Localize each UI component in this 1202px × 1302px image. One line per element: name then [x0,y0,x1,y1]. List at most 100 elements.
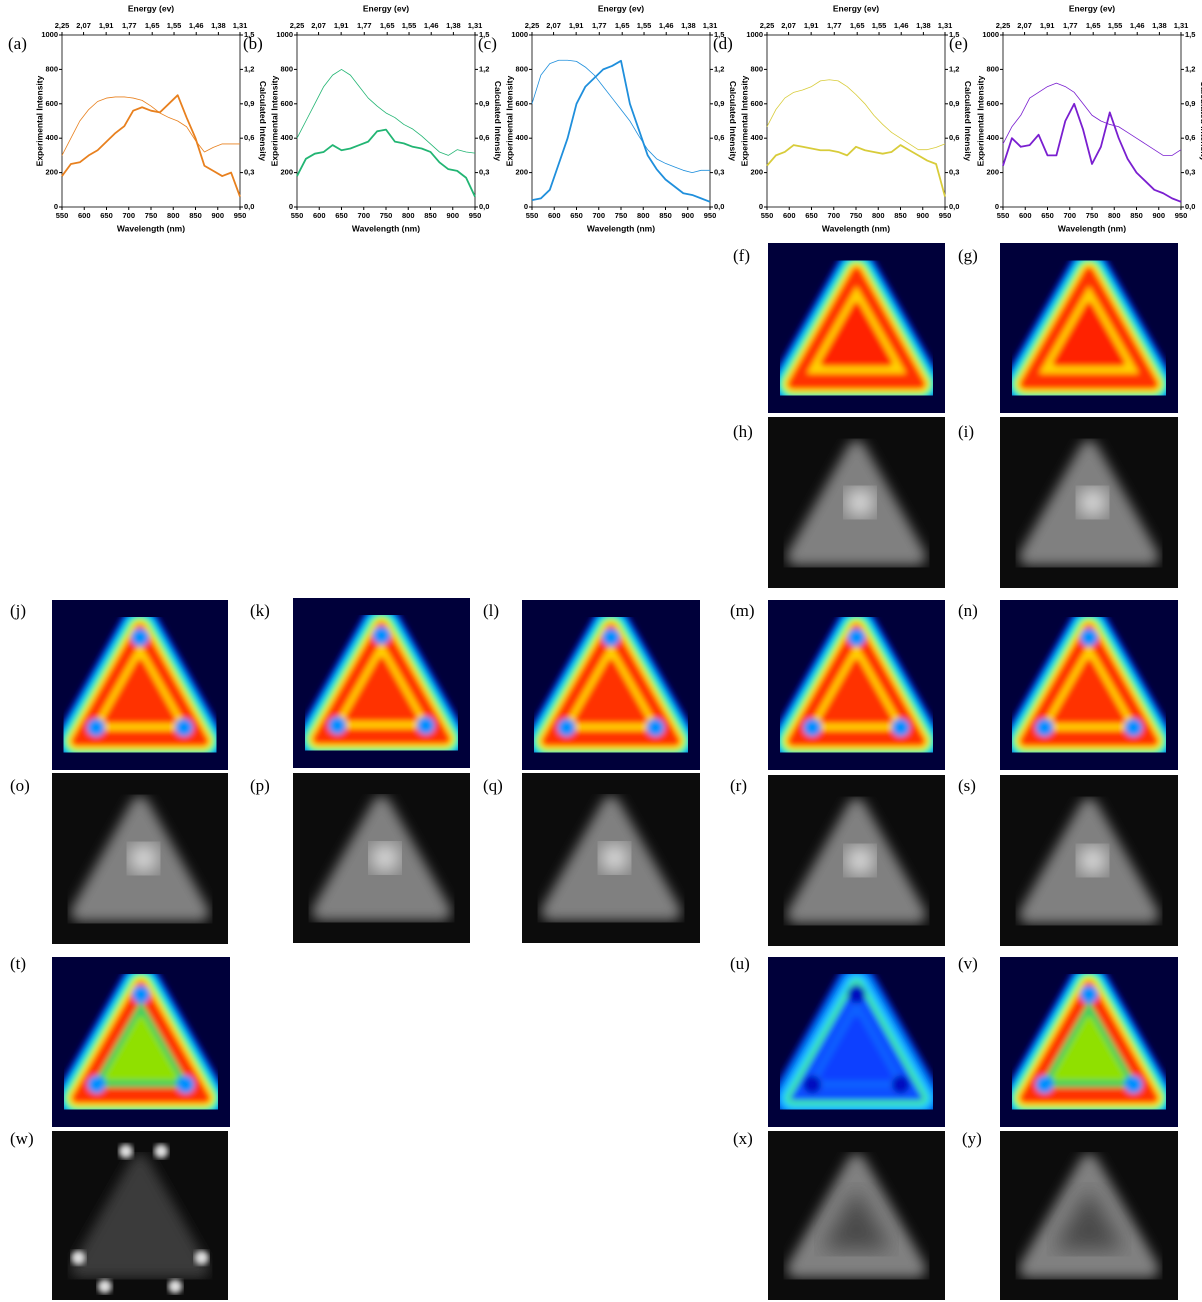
hot-spot [154,1144,169,1159]
image-panel [293,598,470,768]
image-panel [1000,957,1178,1127]
x-tick-label: 750 [850,211,863,220]
y2-tick-label: 1,5 [244,30,254,39]
x2-axis-title: Energy (ev) [128,3,174,13]
panel-label: (o) [10,776,30,795]
calculated-line [296,69,476,156]
plot-frame [61,34,241,208]
x-axis-title: Wavelength (nm) [117,223,185,233]
x2-tick-label: 1,65 [145,21,160,30]
x2-tick-label: 1,46 [189,21,204,30]
image-content [1000,600,1178,770]
lobe [1035,718,1054,737]
panel-label: (j) [10,601,26,620]
y2-tick-label: 0,3 [1185,168,1195,177]
core [1052,1016,1126,1081]
x-tick-label: 600 [313,211,326,220]
panel-label: (b) [243,34,263,53]
x-tick-label: 750 [380,211,393,220]
x2-tick-label: 1,55 [872,21,887,30]
y2-tick-label: 0,0 [1185,202,1195,211]
y2-tick-label: 0,9 [479,99,489,108]
lobe [803,1075,822,1094]
y-tick-label: 200 [515,168,528,177]
hot-spot [97,1279,112,1294]
image-content [768,775,945,946]
x-tick-label: 800 [1108,211,1121,220]
x2-tick-label: 1,91 [804,21,819,30]
x2-tick-label: 1,91 [334,21,349,30]
colormap [770,963,943,1121]
colormap [1002,963,1176,1121]
panel-label: (f) [733,246,750,265]
x2-tick-label: 2,25 [760,21,775,30]
panel-label: (r) [730,776,747,795]
hot-spot [1078,846,1107,875]
x-tick-label: 700 [592,211,605,220]
experimental-line [531,59,711,203]
x-axis-title: Wavelength (nm) [1058,223,1126,233]
x-axis-title: Wavelength (nm) [352,223,420,233]
y2-axis-title: Calculated Intensity [1199,81,1202,162]
x-tick-label: 900 [1152,211,1165,220]
lobe [176,1075,195,1094]
panel-label: (x) [733,1129,753,1148]
panel-label: (u) [730,954,750,973]
lobe [87,1075,106,1094]
calculated-line [766,79,946,151]
y-tick-label: 0 [759,202,763,211]
x-tick-label: 550 [291,211,304,220]
core [820,1016,893,1081]
x2-tick-label: 1,77 [1063,21,1078,30]
hot-spot [129,844,158,873]
panel-label: (p) [250,776,270,795]
image-panel [1000,417,1178,588]
image-panel [293,773,470,943]
y-tick-label: 600 [280,99,293,108]
x2-tick-label: 1,55 [167,21,182,30]
x-tick-label: 650 [805,211,818,220]
x-tick-label: 750 [1086,211,1099,220]
x-tick-label: 600 [548,211,561,220]
y-tick-label: 600 [986,99,999,108]
colormap [1002,249,1176,407]
image-content [522,773,700,943]
x2-tick-label: 2,25 [290,21,305,30]
x-tick-label: 950 [939,211,952,220]
x2-tick-label: 1,65 [380,21,395,30]
image-panel [768,417,945,588]
hot-spot [371,844,400,872]
x2-tick-label: 1,65 [850,21,865,30]
x2-tick-label: 1,91 [99,21,114,30]
y-tick-label: 1000 [511,30,528,39]
x-tick-label: 850 [894,211,907,220]
panel-label: (d) [713,34,733,53]
y2-tick-label: 0,6 [479,133,489,142]
x2-tick-label: 1,55 [1108,21,1123,30]
y-tick-label: 0 [289,202,293,211]
x2-tick-label: 2,07 [76,21,91,30]
image-content [52,600,228,770]
x-tick-label: 600 [78,211,91,220]
particle [70,1153,210,1278]
lobe [847,628,866,647]
panel-label: (s) [958,776,976,795]
colormap [770,249,943,407]
x-tick-label: 550 [526,211,539,220]
y2-tick-label: 0,0 [244,202,254,211]
x2-tick-label: 2,07 [311,21,326,30]
y-tick-label: 800 [986,64,999,73]
x2-tick-label: 2,07 [546,21,561,30]
x2-tick-label: 1,46 [659,21,674,30]
x2-axis-title: Energy (ev) [363,3,409,13]
image-panel [1000,775,1178,946]
y-tick-label: 1000 [41,30,58,39]
x-tick-label: 650 [570,211,583,220]
panel-label: (w) [10,1129,34,1148]
lobe [1124,718,1143,737]
y2-tick-label: 1,2 [714,64,724,73]
image-panel [768,600,945,770]
lobe [803,718,822,737]
image-panel [52,600,228,770]
